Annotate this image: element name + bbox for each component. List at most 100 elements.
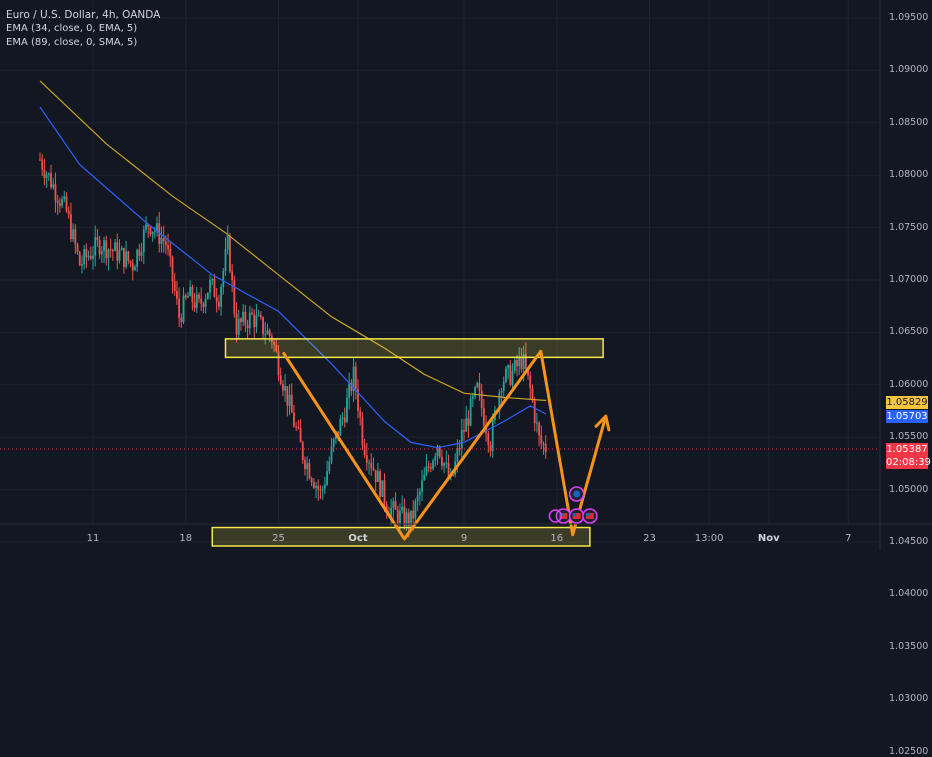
candle-body	[136, 249, 139, 267]
ema89-price-label: 1.05829	[886, 395, 928, 409]
price-tick-label: 1.05500	[889, 431, 929, 443]
support-zone[interactable]	[211, 526, 591, 547]
time-tick-label: 23	[643, 533, 656, 544]
candle-body	[142, 229, 145, 253]
candle-body	[120, 247, 123, 251]
candle-body	[474, 386, 476, 397]
candle-body	[452, 474, 454, 476]
candle-body	[489, 445, 492, 452]
candle-body	[164, 241, 167, 246]
support-resistance-zones[interactable]	[211, 338, 604, 547]
candle-body	[394, 501, 397, 510]
event-ring-icon[interactable]	[548, 509, 563, 523]
candle-body	[125, 251, 128, 267]
candle-body	[445, 462, 448, 464]
time-tick-label: Nov	[757, 533, 780, 544]
candle-body	[114, 242, 116, 252]
chart-legend: Euro / U.S. Dollar, 4h, OANDA EMA (34, c…	[6, 8, 160, 50]
candle-body	[103, 240, 105, 252]
candle-body	[100, 251, 103, 255]
bar-countdown-label: 02:08:39	[886, 456, 931, 470]
price-tick-label: 1.06500	[889, 326, 929, 338]
candle-body	[522, 353, 525, 370]
candle-body	[45, 174, 48, 178]
candle-body	[118, 250, 121, 261]
symbol-title[interactable]: Euro / U.S. Dollar, 4h, OANDA	[6, 9, 161, 21]
candle-body	[107, 249, 110, 259]
candle-body	[341, 417, 344, 419]
candle-body	[43, 169, 46, 178]
candle-body	[343, 417, 346, 423]
candle-body	[491, 420, 494, 452]
candle-body	[308, 463, 311, 479]
candle-body	[542, 443, 545, 445]
candle-body	[217, 301, 220, 307]
candle-body	[319, 489, 322, 491]
candle-body	[396, 509, 399, 525]
candle-body	[169, 248, 172, 257]
candle-body	[116, 242, 119, 261]
flag-stripe	[585, 513, 594, 519]
candle-body	[63, 196, 66, 200]
candle-body	[359, 411, 362, 418]
price-tick-label: 1.02500	[889, 745, 929, 757]
time-tick-label: Oct	[348, 533, 368, 544]
candle-body	[478, 383, 481, 391]
candle-body	[401, 506, 404, 511]
candle-body	[297, 427, 300, 429]
candle-body	[352, 366, 355, 392]
candle-body	[288, 394, 291, 406]
candle-body	[414, 501, 417, 519]
candle-body	[482, 408, 485, 426]
price-tick-label: 1.09500	[889, 12, 929, 23]
candle-body	[193, 302, 196, 308]
grid	[0, 0, 880, 543]
candle-body	[540, 435, 543, 444]
candle-body	[383, 480, 386, 505]
ema34-legend[interactable]: EMA (34, close, 0, EMA, 5)	[6, 23, 138, 34]
candle-body	[392, 501, 395, 508]
candle-body	[109, 249, 112, 251]
candle-body	[315, 485, 317, 488]
candle-body	[246, 324, 249, 329]
arrow-head-icon	[594, 414, 611, 432]
candle-body	[92, 255, 94, 259]
candle-body	[502, 381, 505, 391]
ema89-legend[interactable]: EMA (89, close, 0, SMA, 5)	[6, 37, 138, 48]
time-tick-label: 9	[460, 533, 468, 544]
resistance-zone[interactable]	[224, 338, 604, 359]
candle-body	[213, 279, 216, 298]
candle-body	[105, 240, 108, 259]
candle-body	[235, 313, 238, 335]
candle-body	[507, 365, 510, 369]
candle-body	[425, 466, 428, 475]
ema-lines	[39, 80, 547, 449]
candle-body	[76, 244, 79, 253]
candle-body	[372, 468, 375, 470]
candle-body	[56, 200, 59, 204]
event-markers[interactable]	[548, 486, 598, 524]
candle-body	[418, 491, 421, 496]
candle-body	[467, 418, 470, 426]
candle-body	[240, 318, 242, 322]
candle-body	[399, 510, 401, 525]
candle-body	[518, 357, 521, 367]
price-tick-label: 1.08000	[889, 169, 929, 181]
price-chart[interactable]	[0, 0, 932, 550]
candle-body	[447, 462, 450, 478]
time-tick-label: 7	[845, 533, 852, 544]
candle-body	[284, 386, 287, 391]
candle-body	[50, 173, 52, 188]
candle-body	[98, 239, 101, 255]
candle-body	[198, 294, 200, 299]
candle-body	[299, 428, 302, 443]
candle-body	[262, 317, 264, 335]
candle-body	[138, 249, 141, 256]
candle-body	[370, 462, 373, 469]
candle-body	[531, 388, 534, 401]
candle-body	[410, 510, 412, 526]
chart-background	[0, 0, 932, 550]
candle-body	[317, 485, 320, 490]
candle-body	[67, 210, 70, 215]
candle-body	[129, 260, 132, 263]
